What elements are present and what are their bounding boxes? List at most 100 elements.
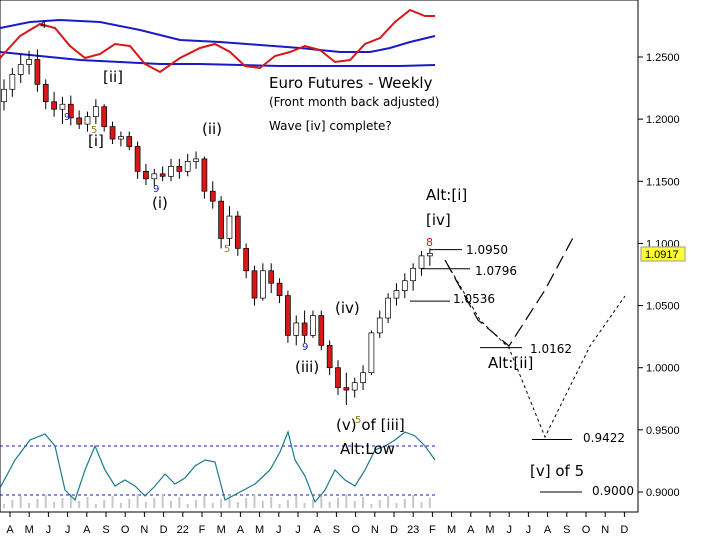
- histogram-bar: [420, 502, 423, 508]
- wave-label-v-of-5: [v] of 5: [530, 462, 584, 480]
- candle-body: [92, 106, 99, 118]
- x-tick-label: A: [83, 524, 91, 536]
- candle-body: [326, 344, 333, 369]
- wave-label-i-bracket: [i]: [88, 132, 104, 150]
- histogram-bar: [345, 494, 348, 508]
- candle-body: [243, 248, 249, 272]
- x-tick-label: M: [485, 524, 494, 536]
- histogram-bar: [69, 494, 72, 508]
- histogram-bar: [328, 502, 331, 508]
- histogram-bar: [111, 496, 114, 508]
- histogram-bar: [261, 501, 264, 508]
- oscillator-histogram: [3, 494, 431, 508]
- candle-body: [51, 101, 57, 110]
- x-tick-label: S: [102, 524, 109, 536]
- histogram-bar: [428, 498, 431, 508]
- red-oscillator-line: [0, 8, 435, 74]
- histogram-bar: [353, 501, 356, 508]
- x-axis: A M J J A S O N D 22 F M A M J J A S O N D 23 F M A M J J A S O N D: [6, 512, 628, 536]
- x-tick-label: A: [6, 524, 14, 536]
- wave-label-v-of-iii: (v) of [iii]: [336, 416, 405, 434]
- histogram-bar: [320, 495, 323, 508]
- chart-subtitle: (Front month back adjusted): [269, 95, 440, 109]
- candle-body: [17, 64, 24, 75]
- blue-band-lower: [0, 51, 436, 67]
- chart-title: Euro Futures - Weekly: [269, 74, 433, 92]
- x-tick-label: A: [314, 524, 322, 536]
- candle-body: [260, 270, 266, 299]
- count-label-9-a: 9: [64, 112, 70, 123]
- candle-body: [410, 267, 416, 282]
- candle-body: [285, 295, 291, 336]
- candle-body: [42, 83, 49, 103]
- histogram-bar: [103, 500, 106, 508]
- wave-label-iii-paren: (iii): [295, 358, 319, 376]
- histogram-bar: [286, 500, 289, 508]
- histogram-bar: [61, 498, 64, 508]
- x-tick-label: D: [160, 524, 168, 536]
- histogram-bar: [236, 502, 239, 508]
- levels-group: [410, 249, 582, 493]
- plot-area: [0, 0, 639, 513]
- candle-body: [151, 173, 158, 180]
- candle-body: [368, 332, 375, 374]
- x-tick-label: N: [140, 524, 148, 536]
- blue-band-upper: [0, 18, 436, 53]
- x-tick-label: S: [333, 524, 340, 536]
- candle-body: [76, 117, 83, 125]
- histogram-bar: [11, 500, 14, 508]
- wave-label-ii-bracket: [ii]: [103, 68, 123, 86]
- count-label-5-b: 5: [224, 244, 230, 255]
- wave-label-alt-i: Alt:[i]: [426, 186, 467, 204]
- histogram-bar: [86, 497, 89, 508]
- y-axis: 1.25001.20001.15001.10001.05001.00000.95…: [638, 52, 680, 499]
- candle-body: [234, 215, 241, 249]
- histogram-bar: [94, 504, 97, 508]
- wave-label-ii-paren: (ii): [202, 120, 222, 138]
- histogram-bar: [36, 499, 39, 508]
- x-tick-label: O: [351, 524, 360, 536]
- level-label-1-0536: 1.0536: [453, 292, 495, 306]
- x-tick-label: M: [255, 524, 264, 536]
- histogram-bar: [3, 504, 5, 508]
- y-tick-label: 1.2000: [646, 114, 680, 126]
- candle-body: [226, 215, 233, 239]
- x-tick-label: D: [620, 524, 628, 536]
- count-label-5-c: 5: [355, 415, 361, 426]
- y-tick-label: 1.1500: [646, 176, 680, 188]
- x-tick-label: A: [544, 524, 552, 536]
- histogram-bar: [370, 504, 373, 508]
- x-tick-label: M: [217, 524, 226, 536]
- candle-body: [385, 297, 391, 319]
- candle-body: [335, 367, 341, 388]
- candle-body: [34, 59, 41, 85]
- x-tick-label: 23: [407, 524, 419, 536]
- projection-main-path: [444, 233, 576, 347]
- histogram-bar: [78, 501, 81, 508]
- candle-body: [360, 372, 366, 383]
- level-label-0-9422: 0.9422: [583, 431, 625, 445]
- candle-body: [84, 116, 91, 125]
- candle-body: [318, 315, 325, 346]
- wave-label-alt-low: Alt:Low: [340, 440, 395, 458]
- histogram-bar: [144, 502, 147, 508]
- histogram-bar: [44, 495, 47, 508]
- candle-body: [209, 190, 216, 202]
- x-tick-label: M: [25, 524, 34, 536]
- candle-body: [118, 136, 124, 140]
- candle-body: [301, 322, 308, 336]
- candle-body: [351, 382, 358, 391]
- wave-label-iv-bracket: [iv]: [426, 211, 451, 229]
- y-tick-label: 1.0000: [646, 363, 680, 375]
- candle-body: [418, 255, 425, 269]
- candle-body: [310, 315, 316, 336]
- histogram-bar: [153, 498, 156, 508]
- last-price-box: [640, 246, 686, 262]
- count-label-5-a: 5: [91, 125, 97, 136]
- histogram-bar: [53, 502, 56, 508]
- x-tick-label: J: [276, 524, 282, 536]
- count-label-9-b: 9: [153, 184, 159, 195]
- x-tick-label: F: [429, 524, 436, 536]
- candle-body: [109, 126, 116, 140]
